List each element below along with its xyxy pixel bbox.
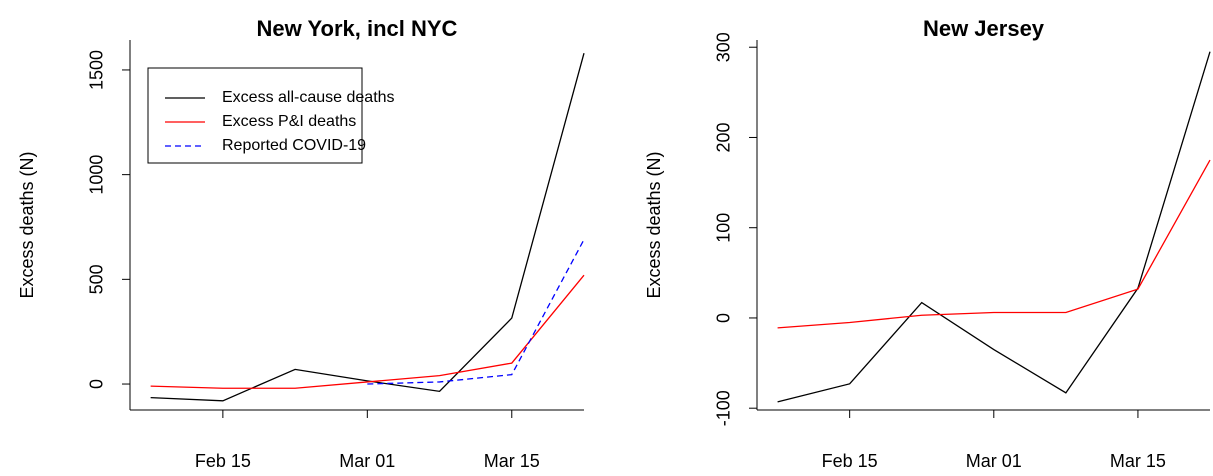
y-axis-label: Excess deaths (N): [644, 151, 664, 298]
series-line: [367, 239, 585, 385]
y-tick-label: 1000: [87, 155, 107, 195]
series-line: [150, 53, 585, 402]
x-tick-label: Feb 15: [195, 451, 251, 471]
y-tick-label: 200: [714, 122, 734, 152]
y-axis-label: Excess deaths (N): [17, 151, 37, 298]
legend-label: Excess P&I deaths: [222, 113, 356, 130]
series-line: [777, 159, 1211, 329]
y-tick-label: 0: [87, 379, 107, 389]
x-tick-label: Feb 15: [822, 451, 878, 471]
y-tick-label: 300: [714, 32, 734, 62]
chart-title: New Jersey: [923, 16, 1045, 41]
y-tick-label: 1500: [87, 50, 107, 90]
x-tick-label: Mar 01: [966, 451, 1022, 471]
legend-label: Excess all-cause deaths: [222, 89, 395, 106]
y-tick-label: 100: [714, 213, 734, 243]
chart-title: New York, incl NYC: [257, 16, 458, 41]
legend-label: Reported COVID-19: [222, 137, 366, 154]
x-tick-label: Mar 01: [339, 451, 395, 471]
y-tick-label: 500: [87, 264, 107, 294]
y-tick-label: 0: [714, 313, 734, 323]
legend-box: [147, 67, 363, 164]
series-line: [777, 51, 1211, 403]
x-tick-label: Mar 15: [484, 451, 540, 471]
series-line: [150, 274, 585, 389]
y-tick-label: -100: [714, 390, 734, 426]
x-tick-label: Mar 15: [1110, 451, 1166, 471]
